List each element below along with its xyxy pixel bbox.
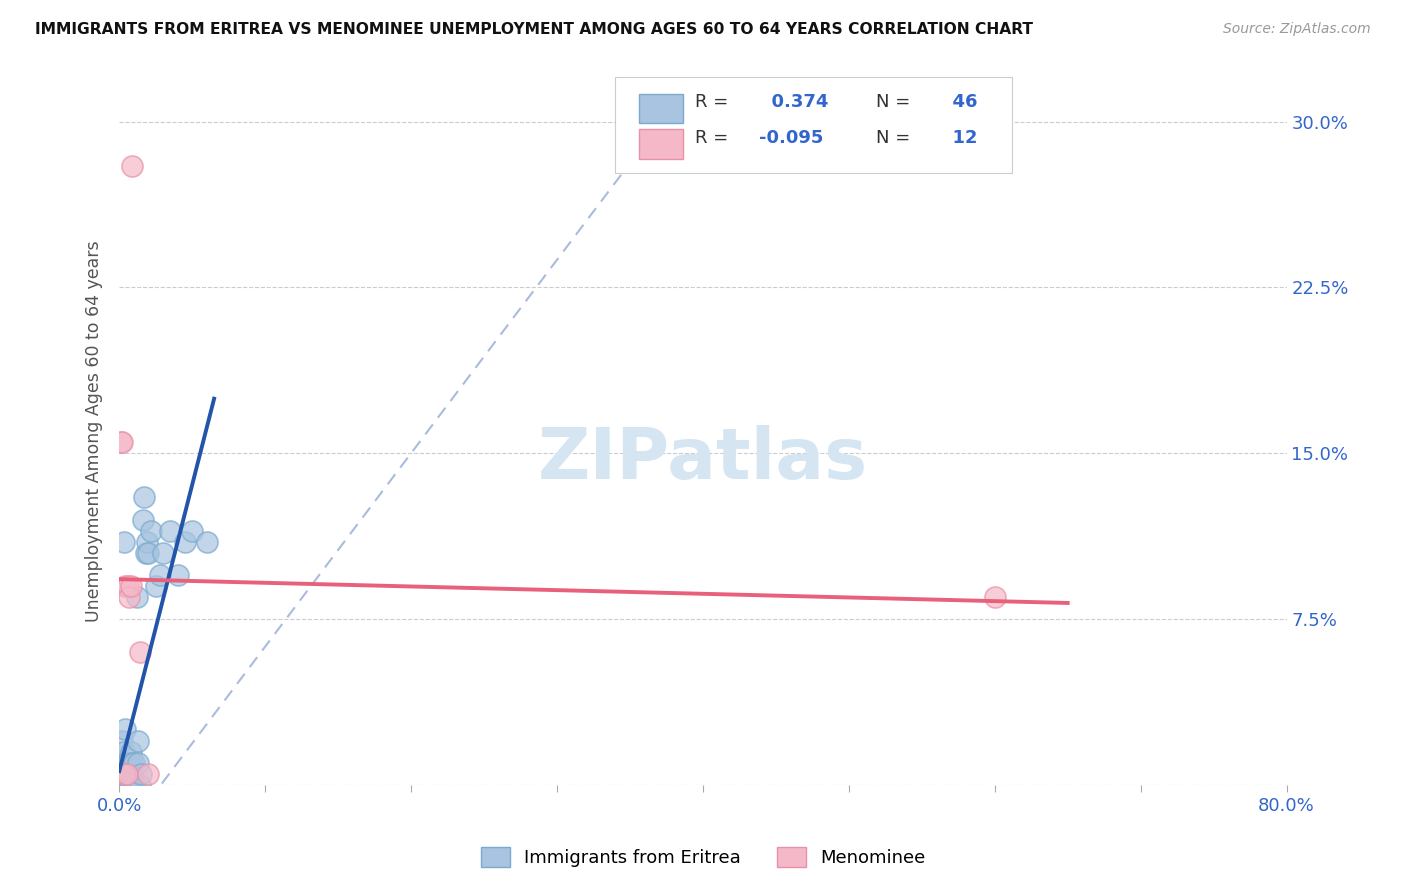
Text: N =: N = <box>876 129 910 147</box>
Point <box>120 579 142 593</box>
FancyBboxPatch shape <box>638 94 683 123</box>
Point <box>121 756 143 770</box>
Point <box>131 512 153 526</box>
Point <box>110 756 132 770</box>
Text: -0.095: -0.095 <box>759 129 824 147</box>
Point <box>110 778 132 792</box>
Point <box>115 766 138 780</box>
Point <box>112 778 135 792</box>
Point <box>138 766 160 780</box>
Point <box>118 590 141 604</box>
Point <box>149 567 172 582</box>
Point <box>152 546 174 560</box>
Text: IMMIGRANTS FROM ERITREA VS MENOMINEE UNEMPLOYMENT AMONG AGES 60 TO 64 YEARS CORR: IMMIGRANTS FROM ERITREA VS MENOMINEE UNE… <box>35 22 1033 37</box>
Legend: Immigrants from Eritrea, Menominee: Immigrants from Eritrea, Menominee <box>474 839 932 874</box>
Point <box>110 766 132 780</box>
Text: 12: 12 <box>939 129 977 147</box>
Text: R =: R = <box>695 93 728 111</box>
Point <box>117 579 139 593</box>
Point <box>112 534 135 549</box>
Point <box>166 567 188 582</box>
Point <box>135 546 157 560</box>
Point <box>114 723 136 737</box>
Text: ZIPatlas: ZIPatlas <box>538 425 868 494</box>
Point <box>114 579 136 593</box>
Point <box>112 745 135 759</box>
Point <box>120 745 142 759</box>
Point <box>128 778 150 792</box>
Point <box>111 766 134 780</box>
Point <box>111 435 134 450</box>
Point <box>195 534 218 549</box>
Point <box>111 733 134 747</box>
Point <box>115 756 138 770</box>
Text: 46: 46 <box>939 93 977 111</box>
Point <box>110 435 132 450</box>
Point <box>124 778 146 792</box>
Point <box>159 524 181 538</box>
Point <box>174 534 197 549</box>
Point <box>115 778 138 792</box>
Y-axis label: Unemployment Among Ages 60 to 64 years: Unemployment Among Ages 60 to 64 years <box>86 240 103 622</box>
Point <box>132 491 155 505</box>
Point <box>114 756 136 770</box>
Point <box>117 756 139 770</box>
Point <box>181 524 204 538</box>
Point <box>984 590 1007 604</box>
Point <box>125 590 148 604</box>
Point <box>129 766 152 780</box>
Point <box>112 766 135 780</box>
Point <box>122 756 145 770</box>
Point <box>114 778 136 792</box>
FancyBboxPatch shape <box>638 129 683 159</box>
Point <box>111 778 134 792</box>
FancyBboxPatch shape <box>616 78 1012 173</box>
Point <box>141 524 163 538</box>
Point <box>121 159 143 173</box>
Point <box>115 766 138 780</box>
Text: R =: R = <box>695 129 728 147</box>
Point <box>128 645 150 659</box>
Point <box>127 756 149 770</box>
Point <box>121 766 143 780</box>
Text: N =: N = <box>876 93 910 111</box>
Text: Source: ZipAtlas.com: Source: ZipAtlas.com <box>1223 22 1371 37</box>
Point <box>122 778 145 792</box>
Point <box>136 534 159 549</box>
Point <box>117 778 139 792</box>
Point <box>127 733 149 747</box>
Text: 0.374: 0.374 <box>759 93 828 111</box>
Point <box>118 778 141 792</box>
Point <box>120 778 142 792</box>
Point <box>145 579 167 593</box>
Point <box>118 756 141 770</box>
Point <box>112 766 135 780</box>
Point <box>138 546 160 560</box>
